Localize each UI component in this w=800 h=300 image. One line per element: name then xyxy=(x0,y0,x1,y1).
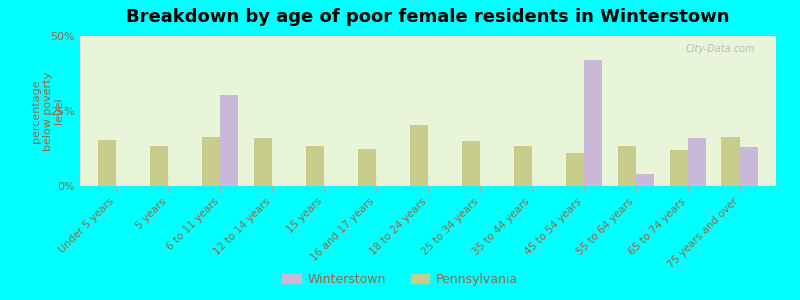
Bar xyxy=(358,148,376,186)
Bar xyxy=(636,174,654,186)
Bar xyxy=(410,124,428,186)
Y-axis label: percentage
below poverty
level: percentage below poverty level xyxy=(31,71,64,151)
Legend: Winterstown, Pennsylvania: Winterstown, Pennsylvania xyxy=(278,268,522,291)
Bar xyxy=(150,146,168,186)
Bar xyxy=(220,94,238,186)
Text: City-Data.com: City-Data.com xyxy=(686,44,755,53)
Bar xyxy=(670,150,688,186)
Bar xyxy=(202,136,220,186)
Bar xyxy=(514,146,532,186)
Bar xyxy=(722,136,740,186)
Bar xyxy=(618,146,636,186)
Bar xyxy=(306,146,324,186)
Bar xyxy=(688,138,706,186)
Bar xyxy=(584,60,602,186)
Bar xyxy=(254,138,272,186)
Bar xyxy=(740,147,758,186)
Title: Breakdown by age of poor female residents in Winterstown: Breakdown by age of poor female resident… xyxy=(126,8,730,26)
Bar xyxy=(566,153,584,186)
Bar xyxy=(462,141,480,186)
Bar xyxy=(98,140,116,186)
